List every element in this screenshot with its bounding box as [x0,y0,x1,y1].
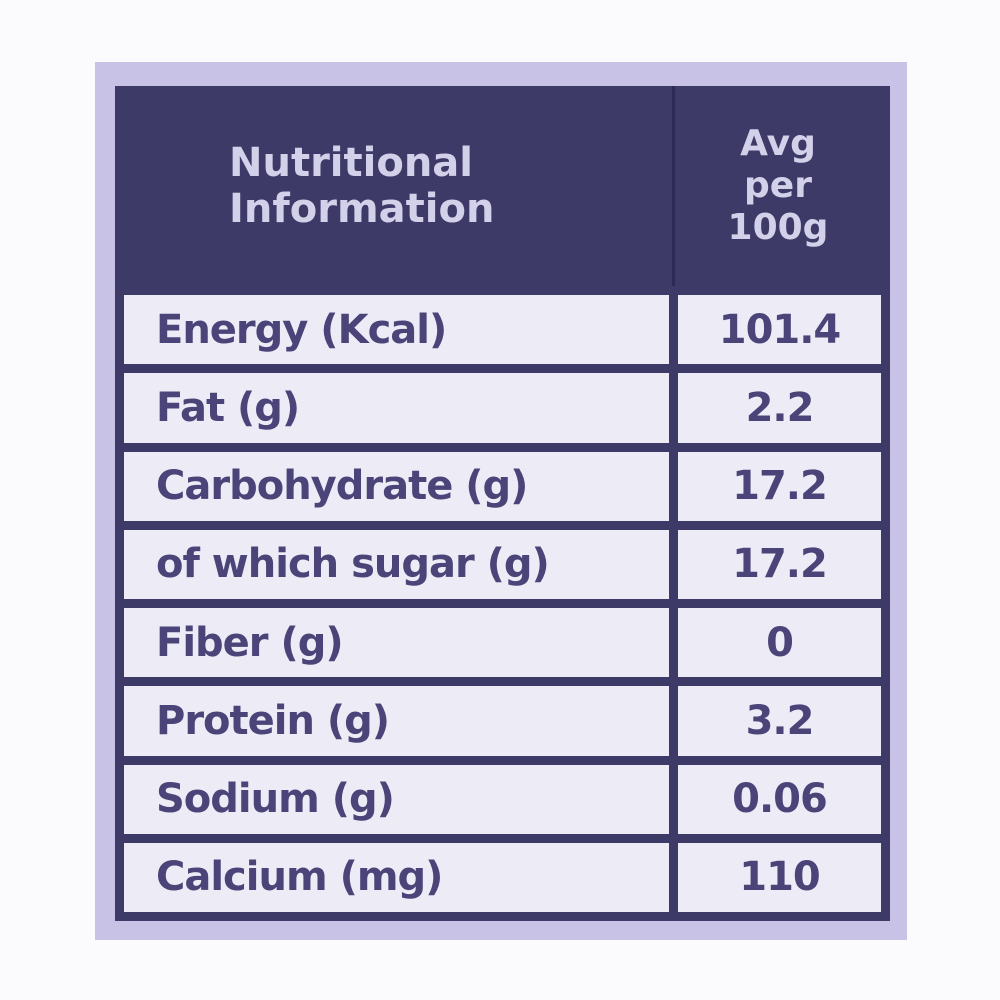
row-value: 17.2 [678,451,881,521]
column-header: Avg per 100g [672,86,881,286]
title-line: Information [229,186,495,232]
row-value: 3.2 [678,686,881,756]
nutrition-table: Nutritional Information Avg per 100g Energy… [115,86,890,921]
row-name: Fiber (g) [124,608,669,678]
row-value: 101.4 [678,295,881,365]
row-value: 2.2 [678,373,881,443]
row-value: 0.06 [678,764,881,834]
row-name: Calcium (mg) [124,842,669,912]
col-line: per [744,165,812,206]
col-line: 100g [727,207,829,248]
row-name: Energy (Kcal) [124,295,669,365]
row-name: Sodium (g) [124,764,669,834]
row-value: 17.2 [678,529,881,599]
table-title: Nutritional Information [124,86,669,286]
row-name: Carbohydrate (g) [124,451,669,521]
row-name: of which sugar (g) [124,529,669,599]
row-name: Protein (g) [124,686,669,756]
title-line: Nutritional [229,140,474,186]
row-name: Fat (g) [124,373,669,443]
row-value: 110 [678,842,881,912]
nutrition-label: Nutritional Information Avg per 100g Energy… [95,62,907,940]
col-line: Avg [740,123,816,164]
row-value: 0 [678,608,881,678]
